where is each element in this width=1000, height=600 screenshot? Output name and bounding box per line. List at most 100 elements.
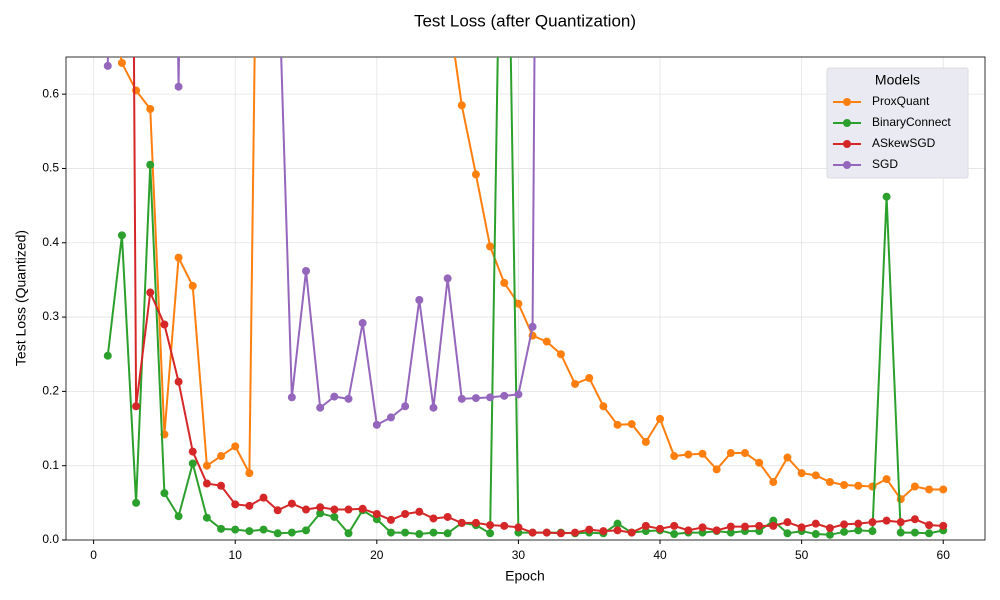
data-point [132,498,141,507]
data-point [358,504,367,513]
data-point [160,320,169,329]
legend-label: ProxQuant [872,94,930,108]
data-point [302,505,311,514]
data-point [755,521,764,530]
data-point [896,528,905,537]
data-point [571,379,580,388]
legend-label: BinaryConnect [872,115,951,129]
data-point [429,1,437,9]
data-point [641,437,650,446]
data-point [910,528,919,537]
data-point [415,295,424,304]
data-point [627,528,636,537]
data-point [202,479,211,488]
data-point [188,447,197,456]
data-point [910,515,919,524]
legend-marker [843,161,851,169]
data-point [174,512,183,521]
data-point [740,449,749,458]
data-point [117,58,126,67]
data-point [273,506,282,515]
plot-frame [65,56,986,541]
data-point [514,299,523,308]
data-point [797,523,806,532]
data-point [613,519,622,528]
data-point [585,525,594,534]
data-point [896,518,905,527]
data-point [585,374,594,383]
data-point [500,278,509,287]
data-point [443,512,452,521]
data-point [755,458,764,467]
data-point [939,521,948,530]
data-point [726,528,735,537]
data-point [287,499,296,508]
data-point [528,528,537,537]
legend-box [826,67,969,179]
data-point [868,518,877,527]
x-axis-label: Epoch [505,568,545,584]
data-point [556,529,565,538]
data-point [471,394,480,403]
data-point [783,529,792,538]
data-point [245,527,254,536]
series-line [106,57,536,427]
legend-marker [843,98,851,106]
data-point [146,288,155,297]
data-point [160,489,169,498]
data-point [429,528,438,537]
legend-title: Models [875,72,920,88]
data-point [231,525,240,534]
data-point [542,337,551,346]
data-point [358,319,367,328]
data-point [287,393,296,402]
data-point [783,453,792,462]
data-point [854,519,863,528]
data-point [882,516,891,525]
data-point [386,515,395,524]
data-point [825,530,834,539]
data-point [868,527,877,536]
y-tick-label: 0.3 [42,309,59,323]
data-point [471,518,480,527]
data-point [245,469,254,478]
chart-title: Test Loss (after Quantization) [414,11,636,30]
data-point [698,449,707,458]
data-point [514,390,523,399]
data-point [656,524,665,533]
data-point [656,414,665,423]
data-point [231,500,240,509]
data-point [925,529,934,538]
data-point [415,507,424,516]
data-point [925,485,934,494]
data-point [811,519,820,528]
legend-label: SGD [872,157,898,171]
data-point [188,459,197,468]
data-point [259,525,268,534]
x-tick-label: 0 [90,548,97,562]
data-point [726,522,735,531]
data-point [344,394,353,403]
y-tick-label: 0.6 [42,86,59,100]
series-line [119,57,944,501]
data-point [925,521,934,530]
data-point [811,471,820,480]
data-point [854,526,863,535]
data-point [726,449,735,458]
data-point [783,518,792,527]
legend-marker [843,119,851,127]
data-point [500,391,509,400]
x-tick-label: 60 [937,548,951,562]
data-point [202,513,211,522]
data-point [415,530,424,539]
data-point [316,403,325,412]
data-point [372,509,381,518]
data-point [684,526,693,535]
data-point [287,528,296,537]
data-point [344,529,353,538]
data-point [217,524,226,533]
data-point [599,402,608,411]
x-tick-label: 50 [795,548,809,562]
data-point [825,478,834,487]
